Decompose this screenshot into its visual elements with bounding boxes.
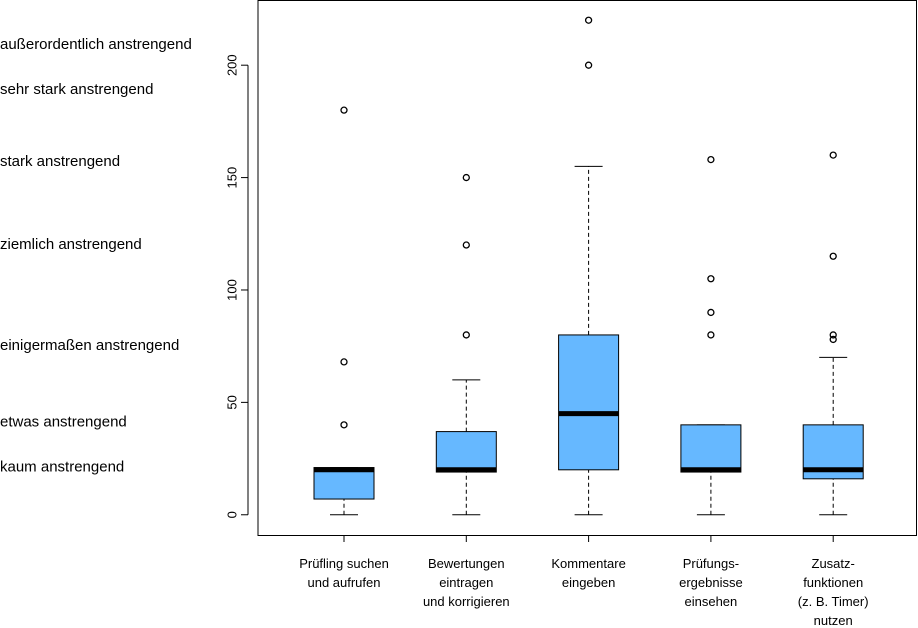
- x-tick-label-line: und korrigieren: [423, 594, 510, 609]
- x-tick-label-line: (z. B. Timer): [798, 594, 869, 609]
- x-tick-label-line: nutzen: [814, 613, 853, 628]
- x-tick-label: Prüfungs-ergebnisse einsehen: [679, 556, 743, 609]
- box: [680, 424, 742, 473]
- x-tick-label-line: Prüfungs-: [683, 556, 739, 571]
- y-tick-label: 150: [224, 167, 239, 189]
- outlier: [707, 308, 715, 317]
- outlier: [707, 155, 715, 164]
- box: [435, 431, 497, 473]
- y-tick-label: 50: [224, 395, 239, 409]
- x-tick-label: Prüfling suchen und aufrufen: [299, 556, 389, 590]
- x-tick-label-line: Kommentare: [551, 556, 625, 571]
- outlier: [829, 335, 837, 344]
- outlier: [707, 275, 715, 283]
- outlier: [829, 252, 837, 260]
- x-tick-label-line: Bewertungen: [428, 556, 505, 571]
- x-tick-label-line: eingeben: [562, 575, 616, 590]
- x-tick-label: Zusatz-funktionen (z. B. Timer) nutzen: [798, 556, 869, 628]
- plot-frame: [257, 0, 917, 536]
- x-tick-label-line: Zusatz-: [812, 556, 855, 571]
- scale-label: ziemlich anstrengend: [0, 236, 142, 253]
- x-tick-label-line: funktionen: [803, 575, 863, 590]
- box: [558, 334, 620, 471]
- scale-label: etwas anstrengend: [0, 414, 127, 431]
- outlier: [584, 16, 593, 24]
- outlier: [462, 173, 470, 182]
- x-tick-label: Bewertungen eintragen und korrigieren: [423, 556, 510, 609]
- x-tick-label-line: einsehen: [685, 594, 738, 609]
- outlier: [584, 61, 593, 69]
- y-tick-label: 200: [224, 54, 239, 76]
- outlier: [829, 151, 837, 159]
- scale-label: außerordentlich anstrengend: [0, 36, 192, 53]
- y-tick-label: 0: [224, 511, 239, 518]
- y-tick-label: 100: [224, 279, 239, 301]
- scale-label: kaum anstrengend: [0, 459, 124, 476]
- outlier: [340, 421, 348, 429]
- outlier: [462, 331, 470, 339]
- x-tick-label-line: eintragen: [439, 575, 493, 590]
- outlier: [340, 106, 348, 114]
- x-tick-label: Kommentare eingeben: [551, 556, 625, 590]
- scale-label: sehr stark anstrengend: [0, 81, 153, 98]
- scale-label: einigermaßen anstrengend: [0, 337, 179, 354]
- outlier: [707, 331, 715, 339]
- x-tick-label-line: und aufrufen: [307, 575, 380, 590]
- outlier: [462, 241, 470, 249]
- outlier: [829, 331, 837, 339]
- x-tick-label-line: ergebnisse: [679, 575, 743, 590]
- scale-label: stark anstrengend: [0, 153, 120, 170]
- x-tick-label-line: Prüfling suchen: [299, 556, 389, 571]
- outlier: [340, 358, 348, 366]
